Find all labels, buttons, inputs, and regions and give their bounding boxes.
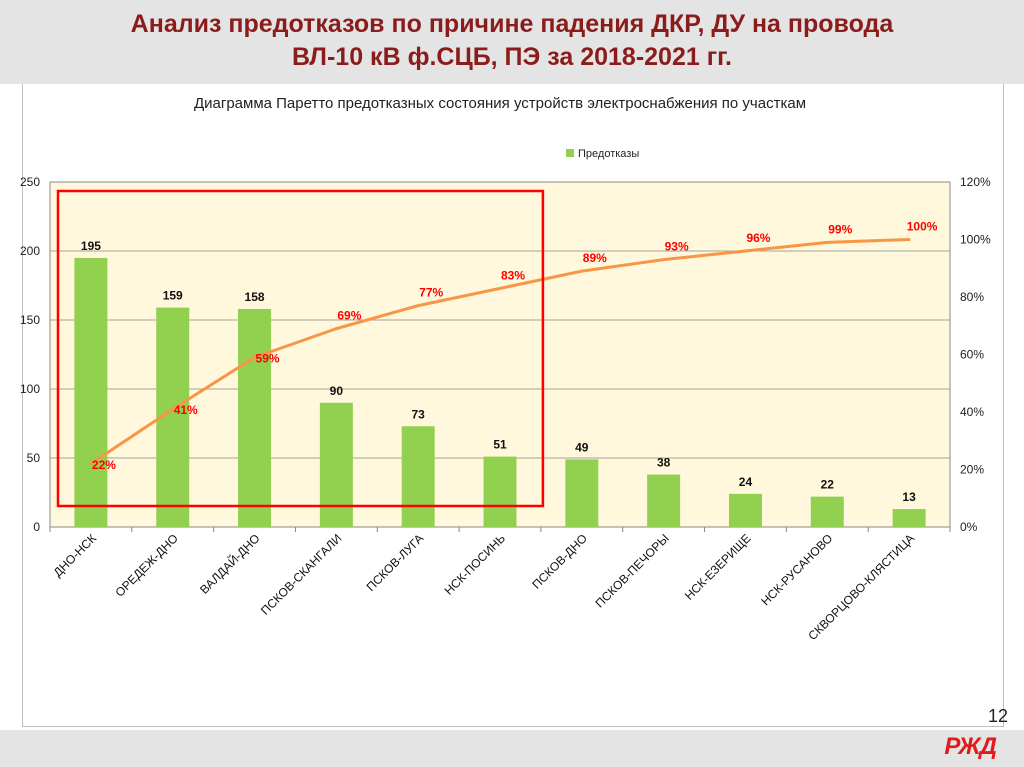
highlight-box (56, 189, 545, 508)
title-line-2: ВЛ-10 кВ ф.СЦБ, ПЭ за 2018-2021 гг. (292, 43, 732, 71)
line-point (498, 286, 502, 290)
x-tick-label: ПСКОВ-ЛУГА (364, 531, 427, 594)
bar-value-label: 24 (739, 475, 753, 489)
y-tick-label: 50 (27, 451, 41, 465)
bar-value-label: 49 (575, 440, 589, 454)
y2-tick-label: 80% (960, 290, 984, 304)
line-point (334, 327, 338, 331)
bar (810, 496, 844, 527)
bar-value-label: 195 (81, 239, 101, 253)
y2-tick-label: 120% (960, 175, 991, 189)
bar (647, 474, 681, 527)
x-tick-label: ОРЕДЕЖ-ДНО (112, 531, 180, 599)
bar-value-label: 90 (330, 384, 344, 398)
y2-tick-label: 40% (960, 405, 984, 419)
bar-value-label: 22 (821, 478, 835, 492)
bar-value-label: 158 (245, 290, 265, 304)
pct-label: 96% (746, 231, 770, 245)
y-tick-label: 100 (20, 382, 40, 396)
bar (401, 426, 435, 527)
line-point (907, 238, 911, 241)
pct-label: 100% (907, 220, 938, 234)
x-tick-label: ПСКОВ-ПЕЧОРЫ (593, 531, 672, 610)
x-tick-label: НСК-ЕЗЕРИЩЕ (682, 531, 754, 603)
bar (565, 459, 599, 527)
legend-swatch (566, 149, 574, 157)
page-number: 12 (987, 706, 1008, 726)
title-line-1: Анализ предотказов по причине падения ДК… (130, 10, 894, 38)
bar-value-label: 13 (902, 490, 916, 504)
y2-tick-label: 20% (960, 463, 984, 477)
header-band: Анализ предотказов по причине падения ДК… (0, 0, 1024, 84)
y-tick-label: 200 (20, 244, 40, 258)
line-point (743, 249, 747, 253)
pct-label: 89% (583, 251, 607, 265)
x-tick-label: ВАЛДАЙ-ДНО (196, 531, 262, 597)
footer-band (0, 730, 1024, 767)
bar (319, 402, 353, 527)
legend-label: Предотказы (578, 148, 639, 160)
x-tick-label: ДНО-НСК (51, 531, 99, 579)
pct-label: 41% (174, 403, 198, 417)
pct-label: 22% (92, 458, 116, 472)
bar (74, 257, 108, 527)
bar-value-label: 51 (493, 438, 507, 452)
line-point (662, 258, 666, 262)
pct-label: 77% (419, 286, 443, 300)
line-point (171, 407, 175, 411)
y2-tick-label: 0% (960, 520, 978, 534)
bar (483, 456, 517, 527)
line-point (253, 355, 257, 359)
line-point (580, 269, 584, 273)
bar (238, 308, 272, 527)
page-title: Анализ предотказов по причине падения ДК… (0, 8, 1024, 74)
rzd-logo: РЖД (944, 733, 997, 760)
y2-tick-label: 60% (960, 348, 984, 362)
pct-label: 93% (665, 240, 689, 254)
bar (728, 493, 762, 527)
x-tick-label: ПСКОВ-ДНО (529, 531, 590, 592)
pct-label: 99% (828, 222, 852, 236)
pct-label: 59% (256, 351, 280, 365)
bar-value-label: 159 (163, 289, 183, 303)
y-tick-label: 150 (20, 313, 40, 327)
pct-label: 83% (501, 268, 525, 282)
y2-tick-label: 100% (960, 233, 991, 247)
pct-label: 69% (337, 309, 361, 323)
line-point (89, 462, 93, 466)
bar-value-label: 73 (412, 407, 426, 421)
bar (892, 509, 926, 527)
chart-title: Диаграмма Паретто предотказных состояния… (194, 95, 806, 112)
y-tick-label: 250 (20, 175, 40, 189)
y-tick-label: 0 (33, 520, 40, 534)
line-point (416, 304, 420, 308)
line-point (825, 240, 829, 244)
x-tick-label: НСК-РУСАНОВО (758, 531, 835, 608)
x-tick-label: НСК-ПОСИНЬ (442, 531, 509, 598)
x-tick-label: ПСКОВ-СКАНГАЛИ (258, 531, 344, 617)
bar-value-label: 38 (657, 456, 671, 470)
